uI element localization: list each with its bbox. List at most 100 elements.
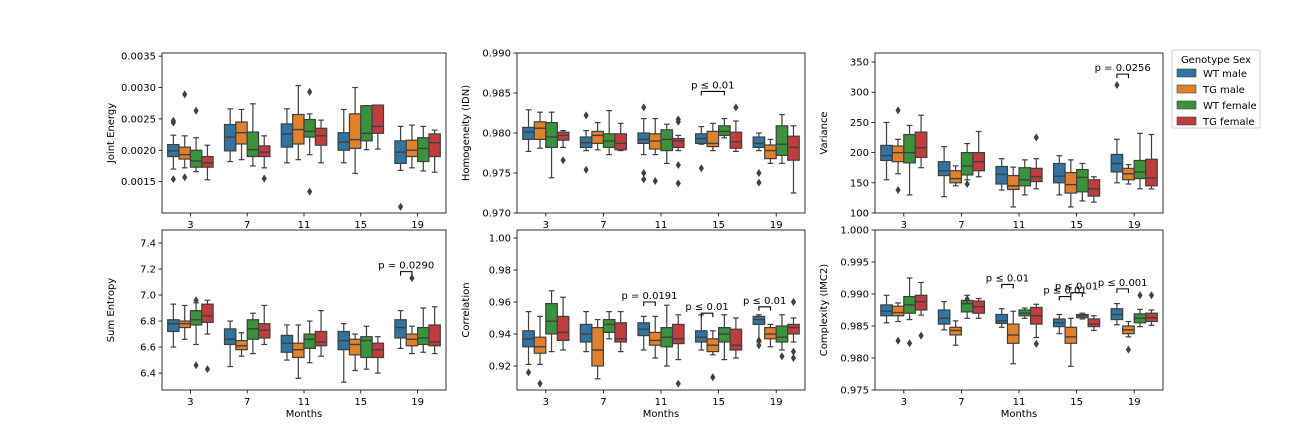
outlier-point [756,341,762,350]
outlier-point [675,115,681,124]
outlier-point [756,178,762,187]
box-body [694,330,708,343]
significance-annotation: p ≤ 0.01 [685,302,729,318]
box-body [223,328,237,346]
panel-1: 0.0015 0.0020 0.0025 0.0030 0.0035 3 7 11 15 19 Jo… [106,52,447,231]
box-body [903,133,916,164]
x-tick-label: 7 [958,220,964,231]
x-tick-label: 15 [354,397,367,408]
box-body [428,324,441,347]
box-tg-male-11 [648,315,662,359]
box-body [201,155,214,168]
box-tg-male-19 [764,138,777,164]
box-wt-male-7 [579,311,593,353]
box-tg-male-3 [178,90,191,182]
significance-annotation: p = 0.0256 [1095,63,1151,79]
outlier-point [261,174,267,183]
box-body [591,327,605,367]
box-body [1006,323,1020,344]
panel-3: p = 0.0256 100 150 200 250 300 350 3 7 11 15 19 Vari… [819,52,1164,231]
outlier-point [193,106,199,115]
box-wt-female-3 [189,106,203,173]
outlier-point [675,179,681,188]
box-wt-male-19 [394,125,407,211]
box-tg-female-3 [556,296,570,351]
box-body [1052,162,1066,184]
x-axis-label: Months [643,409,680,420]
box-body [428,133,441,158]
y-tick-label: 0.990 [840,290,869,301]
box-body [602,319,616,334]
significance-annotation: p ≤ 0.001 [1098,278,1148,293]
box-tg-male-11 [1006,310,1020,365]
box-wt-female-3 [545,111,558,179]
x-tick-label: 15 [1070,220,1083,231]
box-body [405,139,419,158]
x-tick-label: 19 [411,397,424,408]
box-tg-male-11 [648,117,662,185]
box-wt-male-15 [694,314,708,351]
x-tick-label: 7 [600,220,606,231]
box-body [257,145,271,158]
box-wt-female-7 [602,311,616,340]
x-tick-label: 3 [187,397,193,408]
outlier-point [193,296,199,305]
outlier-point [779,352,785,361]
y-axis-label: Correlation [461,282,472,337]
box-body [201,303,214,323]
box-wt-male-15 [1052,313,1066,335]
y-tick-label: 7.0 [140,291,156,302]
box-body [671,323,685,345]
box-tg-male-15 [348,333,362,372]
box-tg-male-7 [591,121,605,151]
box-wt-male-7 [223,108,237,163]
box-wt-female-11 [1018,159,1032,196]
x-tick-label: 11 [298,397,311,408]
box-wt-male-15 [694,125,708,173]
box-body [417,137,430,163]
box-tg-male-15 [348,86,362,175]
box-wt-female-7 [246,103,260,167]
box-tg-female-11 [314,310,328,357]
outlier-point [733,103,739,112]
box-tg-female-15 [371,104,385,150]
box-body [787,135,800,161]
outlier-point [560,156,566,165]
legend-label-tg-female: TG female [1202,117,1255,128]
x-tick-label: 15 [354,220,367,231]
outlier-point [790,347,797,356]
outlier-point [1033,133,1039,142]
outlier-point [1148,291,1155,300]
box-body [1133,159,1147,180]
box-wt-female-15 [717,117,731,139]
y-tick-label: 1.000 [840,226,869,237]
significance-bracket [1070,292,1083,297]
box-tg-female-15 [729,103,743,152]
box-tg-male-3 [533,111,547,149]
x-tick-label: 3 [543,220,549,231]
outlier-point [170,175,176,184]
significance-label: p ≤ 0.01 [743,296,786,307]
box-body [880,304,893,317]
x-tick-label: 7 [244,220,250,231]
panel-5: p = 0.0191 p ≤ 0.01 p ≤ 0.01 0.92 0.94 0.96 0.… [461,229,806,420]
box-body [371,104,385,134]
x-tick-label: 3 [901,397,907,408]
box-tg-male-11 [292,324,305,379]
y-tick-label: 0.985 [840,322,869,333]
box-body [717,327,731,343]
box-wt-female-19 [775,113,789,164]
significance-label: p ≤ 0.01 [691,80,734,91]
box-body [891,305,905,317]
box-body [360,336,373,359]
box-wt-female-11 [1018,307,1032,319]
x-tick-label: 11 [655,220,668,231]
box-body [775,325,789,343]
box-body [614,322,628,343]
significance-annotation: p = 0.0191 [621,291,678,306]
y-tick-label: 200 [850,148,869,159]
outlier-point [182,90,188,99]
outlier-point [964,180,970,189]
y-axis-label: Joint Energy [106,103,117,164]
box-wt-male-11 [280,324,294,361]
